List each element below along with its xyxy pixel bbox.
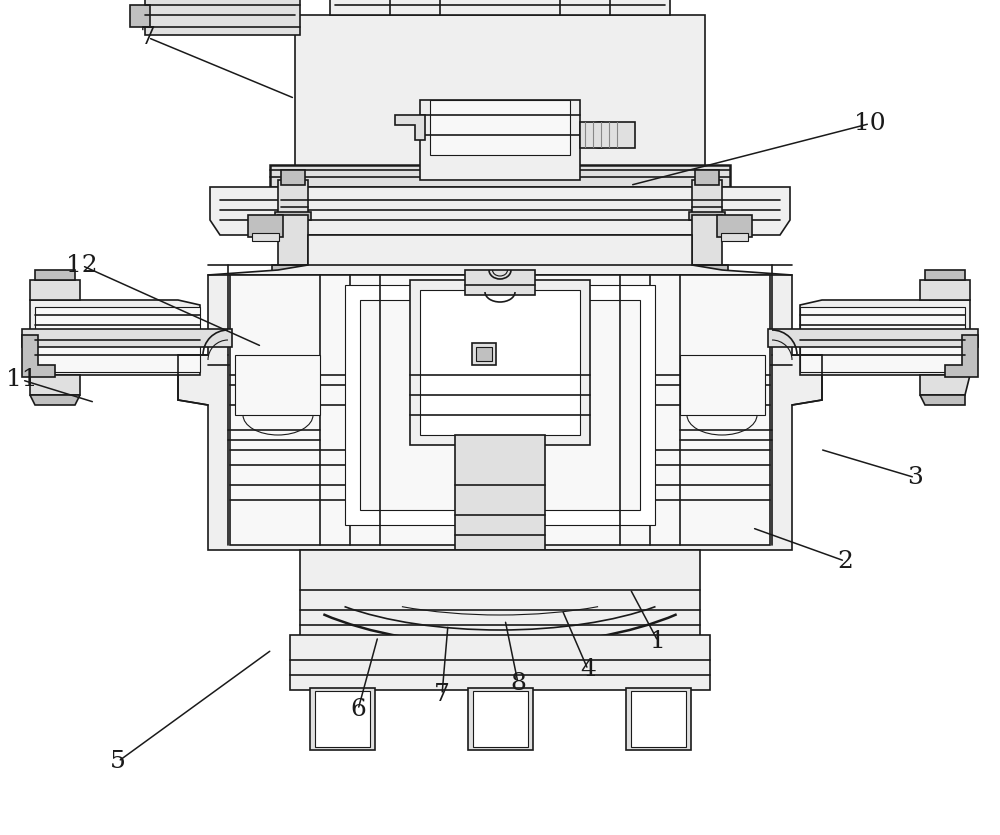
Bar	[472, 343, 496, 365]
Bar	[631, 691, 686, 747]
Polygon shape	[178, 235, 822, 550]
Polygon shape	[295, 15, 705, 180]
Polygon shape	[30, 300, 200, 375]
Text: 11: 11	[6, 368, 38, 392]
Bar	[235, 355, 320, 415]
Bar	[692, 215, 722, 270]
Bar	[270, 165, 730, 187]
Bar	[22, 329, 232, 347]
Bar	[420, 100, 580, 180]
Text: 5: 5	[110, 750, 126, 773]
Polygon shape	[30, 395, 80, 405]
Bar	[35, 307, 200, 372]
Bar	[315, 691, 370, 747]
Bar	[692, 180, 722, 215]
Bar	[468, 688, 533, 750]
Bar	[410, 280, 590, 445]
Bar	[310, 688, 375, 750]
Bar	[721, 233, 748, 241]
Polygon shape	[920, 280, 970, 300]
Polygon shape	[210, 187, 790, 235]
Text: 7: 7	[434, 683, 450, 706]
Bar	[248, 215, 283, 237]
Bar	[800, 307, 965, 372]
Bar	[278, 180, 308, 215]
Bar	[281, 170, 305, 185]
Bar	[689, 273, 725, 287]
Bar	[476, 347, 492, 361]
Polygon shape	[800, 300, 970, 375]
Polygon shape	[30, 280, 80, 300]
Bar	[345, 285, 655, 525]
Bar	[689, 212, 725, 220]
Bar	[130, 5, 150, 27]
Polygon shape	[35, 270, 75, 280]
Text: 1: 1	[650, 630, 666, 653]
Bar	[580, 122, 635, 148]
Bar	[278, 215, 308, 270]
Bar	[275, 273, 311, 287]
Polygon shape	[925, 270, 965, 280]
Bar	[626, 688, 691, 750]
Polygon shape	[395, 115, 425, 140]
Bar	[695, 170, 719, 185]
Text: 4: 4	[580, 658, 596, 681]
Bar	[686, 265, 728, 277]
Polygon shape	[30, 375, 80, 395]
Bar	[145, 0, 300, 35]
Text: 6: 6	[350, 698, 366, 721]
Polygon shape	[920, 395, 965, 405]
Polygon shape	[945, 335, 978, 377]
Text: 10: 10	[854, 112, 886, 135]
Bar	[473, 691, 528, 747]
Text: 8: 8	[510, 671, 526, 695]
Bar	[252, 233, 279, 241]
Bar	[275, 212, 311, 220]
Ellipse shape	[586, 122, 614, 148]
Text: 7: 7	[140, 26, 156, 49]
Ellipse shape	[590, 125, 610, 145]
Text: 2: 2	[837, 549, 853, 573]
Bar	[290, 635, 710, 690]
Text: 12: 12	[66, 254, 98, 277]
Bar	[420, 290, 580, 435]
Polygon shape	[330, 0, 670, 15]
Bar	[360, 300, 640, 510]
Polygon shape	[920, 375, 970, 395]
Bar	[717, 215, 752, 237]
Bar	[272, 265, 314, 277]
Text: 3: 3	[907, 466, 923, 489]
Bar	[230, 275, 770, 545]
Bar	[430, 100, 570, 155]
Bar	[768, 329, 978, 347]
Polygon shape	[22, 335, 55, 377]
Polygon shape	[465, 270, 535, 295]
Bar	[455, 435, 545, 550]
Polygon shape	[300, 550, 700, 640]
Bar	[680, 355, 765, 415]
